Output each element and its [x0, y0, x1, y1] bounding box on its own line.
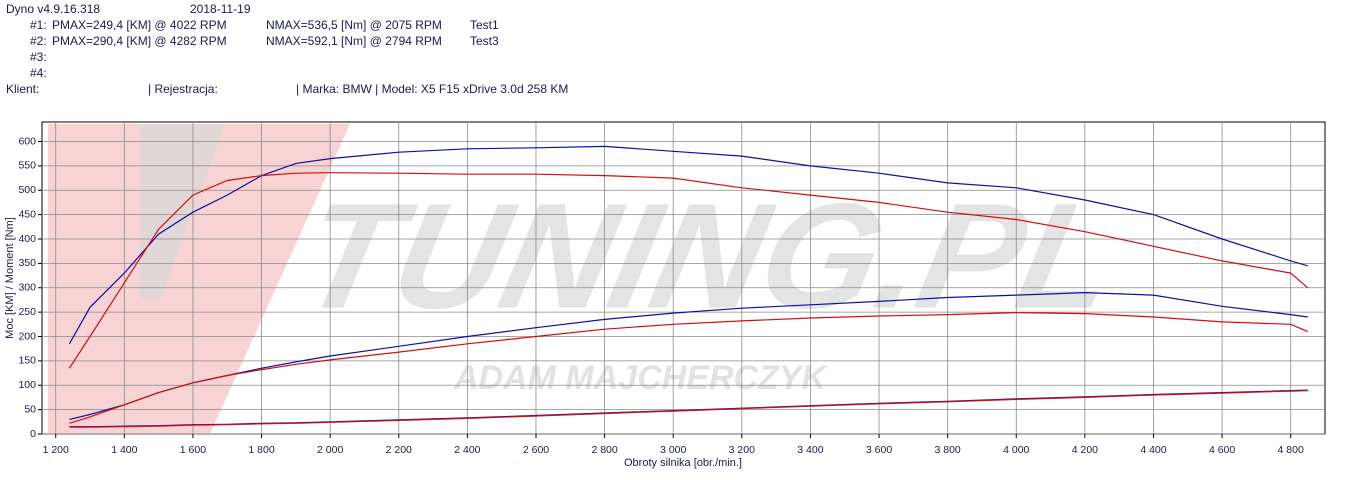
y-tick-label: 600: [18, 135, 36, 147]
x-tick-label: 3 800: [935, 444, 961, 456]
x-tick-label: 1 600: [180, 444, 206, 456]
client: Klient:: [6, 82, 39, 96]
series: [68, 145, 1309, 428]
series-line: [68, 172, 1309, 369]
x-tick-label: 3 600: [866, 444, 892, 456]
run-id: #1:: [30, 18, 47, 32]
y-tick-label: 550: [18, 160, 36, 172]
x-tick-label: 4 600: [1209, 444, 1235, 456]
y-tick-label: 350: [18, 257, 36, 269]
y-axis-label: Moc [KM] / Moment [Nm]: [4, 217, 16, 339]
y-tick-label: 250: [18, 306, 36, 318]
y-tick-label: 0: [30, 428, 36, 440]
series-line: [69, 311, 1309, 424]
x-tick-label: 4 400: [1140, 444, 1166, 456]
series-line: [68, 145, 1308, 345]
x-tick-label: 3 400: [797, 444, 823, 456]
x-tick-label: 4 800: [1278, 444, 1304, 456]
x-tick-label: 3 000: [660, 444, 686, 456]
logo-shape: [140, 124, 225, 300]
x-tick-label: 4 000: [1003, 444, 1029, 456]
x-axis-label: Obroty silnika [obr./min.]: [624, 457, 742, 469]
run-id: #3:: [30, 50, 47, 64]
watermark-author: ADAM MAJCHERCZYK: [453, 359, 829, 397]
series-line: [69, 390, 1308, 428]
run-nmax: NMAX=536,5 [Nm] @ 2075 RPM: [266, 18, 442, 32]
y-tick-label: 100: [18, 379, 36, 391]
x-tick-label: 3 200: [729, 444, 755, 456]
x-tick-label: 2 000: [317, 444, 343, 456]
run-id: #4:: [30, 66, 47, 80]
x-tick-label: 1 200: [43, 444, 69, 456]
x-tick-label: 2 400: [454, 444, 480, 456]
registration: | Rejestracja:: [148, 82, 218, 96]
run-nmax: NMAX=592,1 [Nm] @ 2794 RPM: [266, 34, 442, 48]
y-tick-label: 400: [18, 233, 36, 245]
logo-shape: [48, 124, 350, 434]
run-test: Test1: [470, 18, 499, 32]
y-tick-label: 150: [18, 355, 36, 367]
run-pmax: PMAX=290,4 [KM] @ 4282 RPM: [52, 34, 227, 48]
x-tick-label: 1 800: [248, 444, 274, 456]
y-tick-label: 450: [18, 208, 36, 220]
y-tick-label: 50: [24, 403, 36, 415]
x-tick-label: 4 200: [1072, 444, 1098, 456]
vehicle: | Marka: BMW | Model: X5 F15 xDrive 3.0d…: [296, 82, 568, 96]
x-tick-label: 2 200: [386, 444, 412, 456]
run-id: #2:: [30, 34, 47, 48]
date: 2018-11-19: [190, 2, 251, 16]
x-tick-label: 1 400: [111, 444, 137, 456]
version: Dyno v4.9.16.318: [6, 2, 100, 16]
y-tick-label: 200: [18, 330, 36, 342]
run-pmax: PMAX=249,4 [KM] @ 4022 RPM: [52, 18, 227, 32]
y-tick-label: 300: [18, 282, 36, 294]
watermark-logo: TUNING.PL: [288, 173, 1132, 340]
x-tick-label: 2 800: [591, 444, 617, 456]
y-tick-label: 500: [18, 184, 36, 196]
x-tick-label: 2 600: [523, 444, 549, 456]
run-test: Test3: [470, 34, 499, 48]
grid: [38, 122, 1325, 438]
